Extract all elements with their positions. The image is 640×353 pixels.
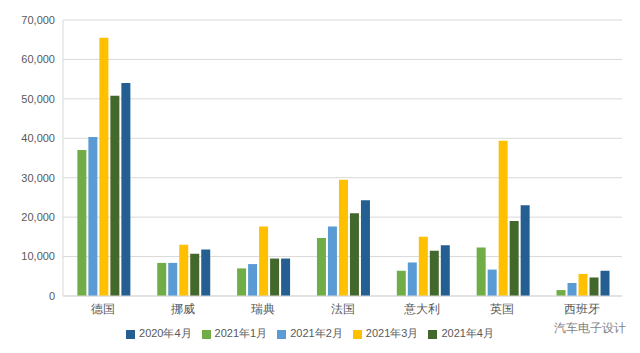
svg-text:20,000: 20,000 <box>21 211 55 223</box>
svg-text:瑞典: 瑞典 <box>251 302 275 316</box>
svg-text:挪威: 挪威 <box>171 302 195 316</box>
html-text:汽车电子设计: 汽车电子设计 <box>554 321 626 335</box>
html-text:2020年4月: 2020年4月 <box>139 327 192 339</box>
svg-text:60,000: 60,000 <box>21 53 55 65</box>
svg-text:英国: 英国 <box>490 302 514 316</box>
svg-text:意大利: 意大利 <box>403 302 440 316</box>
svg-text:西班牙: 西班牙 <box>564 302 600 316</box>
html-text:2021年2月: 2021年2月 <box>290 327 343 339</box>
html-text:2021年3月: 2021年3月 <box>365 327 419 339</box>
svg-text:10,000: 10,000 <box>21 250 55 262</box>
svg-text:0: 0 <box>49 290 55 302</box>
svg-text:德国: 德国 <box>91 302 115 316</box>
svg-text:30,000: 30,000 <box>21 172 55 184</box>
svg-text:50,000: 50,000 <box>21 93 55 105</box>
svg-text:40,000: 40,000 <box>21 132 55 144</box>
html-text:2021年1月: 2021年1月 <box>214 327 268 339</box>
html-text:2021年4月: 2021年4月 <box>441 327 494 339</box>
svg-text:法国: 法国 <box>331 302 355 316</box>
svg-text:70,000: 70,000 <box>21 14 55 26</box>
